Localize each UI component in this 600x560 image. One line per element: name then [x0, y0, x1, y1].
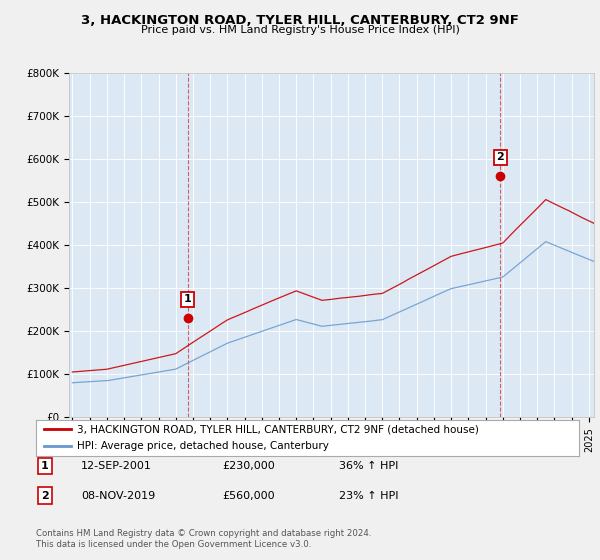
- Text: Contains HM Land Registry data © Crown copyright and database right 2024.
This d: Contains HM Land Registry data © Crown c…: [36, 529, 371, 549]
- Text: £230,000: £230,000: [222, 461, 275, 471]
- Text: 2: 2: [496, 152, 504, 162]
- Text: 12-SEP-2001: 12-SEP-2001: [81, 461, 152, 471]
- Text: HPI: Average price, detached house, Canterbury: HPI: Average price, detached house, Cant…: [77, 441, 329, 451]
- Text: 08-NOV-2019: 08-NOV-2019: [81, 491, 155, 501]
- Text: 2: 2: [41, 491, 49, 501]
- Text: 36% ↑ HPI: 36% ↑ HPI: [339, 461, 398, 471]
- Text: Price paid vs. HM Land Registry's House Price Index (HPI): Price paid vs. HM Land Registry's House …: [140, 25, 460, 35]
- Text: £560,000: £560,000: [222, 491, 275, 501]
- Text: 3, HACKINGTON ROAD, TYLER HILL, CANTERBURY, CT2 9NF: 3, HACKINGTON ROAD, TYLER HILL, CANTERBU…: [81, 14, 519, 27]
- Text: 23% ↑ HPI: 23% ↑ HPI: [339, 491, 398, 501]
- Text: 1: 1: [41, 461, 49, 471]
- Text: 3, HACKINGTON ROAD, TYLER HILL, CANTERBURY, CT2 9NF (detached house): 3, HACKINGTON ROAD, TYLER HILL, CANTERBU…: [77, 424, 479, 434]
- Text: 1: 1: [184, 295, 191, 305]
